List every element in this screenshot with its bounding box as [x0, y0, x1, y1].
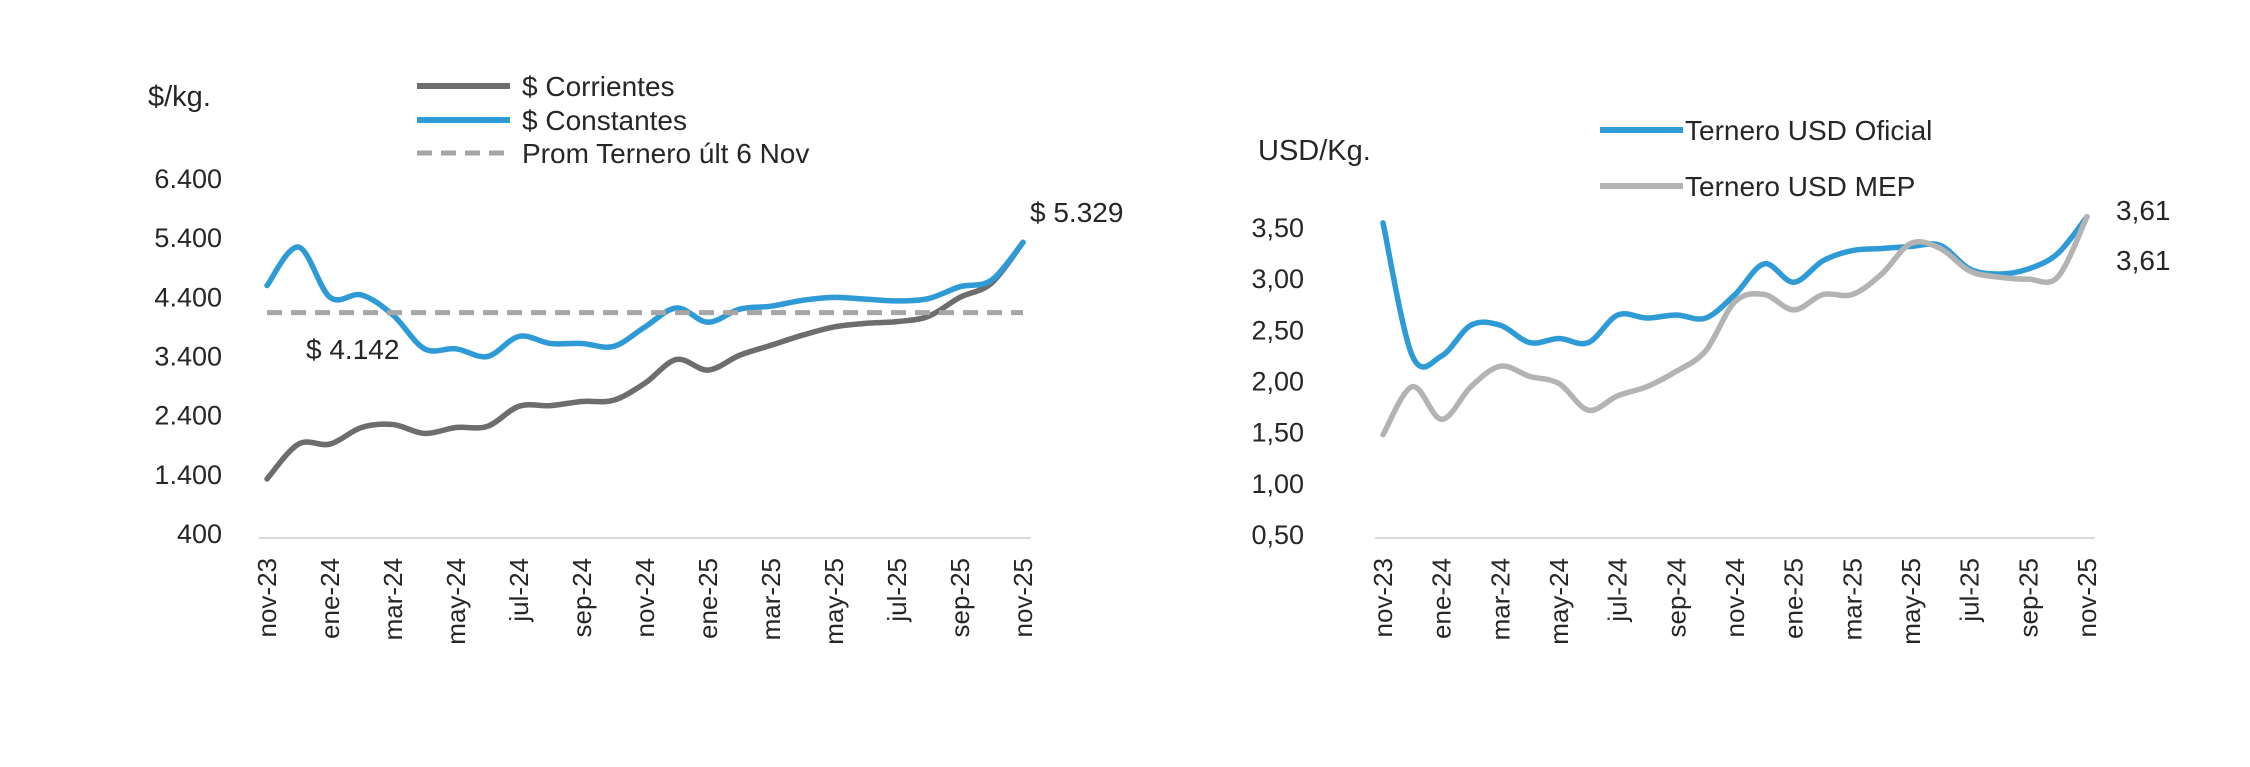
x-tick-label: nov-23 [252, 558, 282, 638]
x-tick-label: mar-25 [1837, 558, 1867, 640]
x-tick-label: nov-25 [2072, 558, 2102, 638]
y-tick-label: 1,00 [1251, 469, 1304, 499]
y-tick-label: 2,50 [1251, 315, 1304, 345]
chart-ternero-pesos-svg: $/kg. 6.4005.4004.4003.4002.4001.400400 … [148, 71, 1123, 645]
y-tick-label: 2.400 [154, 401, 222, 431]
x-tick-label: sep-25 [945, 558, 975, 638]
x-tick-label: nov-24 [1720, 558, 1750, 638]
x-tick-label: sep-25 [2013, 558, 2043, 638]
y-tick-label: 2,00 [1251, 367, 1304, 397]
x-tick-label: jul-25 [1955, 558, 1985, 623]
y-tick-label: 1,50 [1251, 418, 1304, 448]
legend-label-promedio: Prom Ternero últ 6 Nov [522, 138, 809, 169]
series-line-0 [264, 239, 1026, 482]
x-tick-label: ene-25 [1779, 558, 1809, 639]
legend-label-constantes: $ Constantes [522, 105, 687, 136]
x-tick-label: ene-25 [693, 558, 723, 639]
x-tick-label: mar-24 [1485, 558, 1515, 640]
series-line-0 [1380, 213, 2090, 370]
legend-label-corrientes: $ Corrientes [522, 71, 675, 102]
x-tick-label: may-25 [819, 558, 849, 645]
x-tick-label: jul-24 [504, 558, 534, 623]
annotation-mep: 3,61 [2116, 245, 2171, 276]
y-axis-label: $/kg. [148, 81, 211, 113]
y-tick-label: 3,50 [1251, 213, 1304, 243]
y-tick-label: 3,00 [1251, 264, 1304, 294]
x-tick-label: nov-24 [630, 558, 660, 638]
x-tick-label: ene-24 [315, 558, 345, 639]
legend: Ternero USD Oficial Ternero USD MEP [1600, 115, 1932, 202]
y-tick-label: 6.400 [154, 164, 222, 194]
y-tick-label: 0,50 [1251, 520, 1304, 550]
x-tick-label: nov-23 [1368, 558, 1398, 638]
chart-ternero-pesos: $/kg. 6.400 5.400 4.400 3.400 2.400 1.400 400 … [0, 0, 1125, 762]
legend: $ Corrientes $ Constantes Prom Ternero ú… [417, 71, 809, 169]
x-tick-label: sep-24 [567, 558, 597, 638]
y-tick-label: 400 [177, 519, 222, 549]
x-tick-label: nov-25 [1008, 558, 1038, 638]
x-tick-label: may-25 [1896, 558, 1926, 645]
series-line-1 [1380, 213, 2090, 438]
legend-label-oficial: Ternero USD Oficial [1685, 115, 1932, 146]
annotation-ultimo-valor: $ 5.329 [1030, 197, 1123, 228]
x-tick-label: jul-25 [882, 558, 912, 623]
legend-label-mep: Ternero USD MEP [1685, 171, 1915, 202]
x-tick-label: jul-24 [1603, 558, 1633, 623]
chart-ternero-usd-svg: USD/Kg. 3,50 3,00 2,50 2,00 1,50 1,00 0,50 nov… [1251, 115, 2171, 645]
x-tick-label: mar-25 [756, 558, 786, 640]
y-axis-label: USD/Kg. [1258, 135, 1371, 167]
x-tick-label: may-24 [1544, 558, 1574, 645]
annotation-promedio: $ 4.142 [306, 334, 399, 365]
x-tick-label: sep-24 [1661, 558, 1691, 638]
y-tick-label: 5.400 [154, 223, 222, 253]
y-tick-label: 3.400 [154, 342, 222, 372]
y-tick-label: 1.400 [154, 460, 222, 490]
x-tick-label: ene-24 [1427, 558, 1457, 639]
x-tick-label: mar-24 [378, 558, 408, 640]
x-tick-label: may-24 [441, 558, 471, 645]
y-tick-label: 4.400 [154, 282, 222, 312]
annotation-oficial: 3,61 [2116, 195, 2171, 226]
chart-ternero-usd: USD/Kg. 3,50 3,00 2,50 2,00 1,50 1,00 0,50 nov… [1125, 0, 2250, 762]
